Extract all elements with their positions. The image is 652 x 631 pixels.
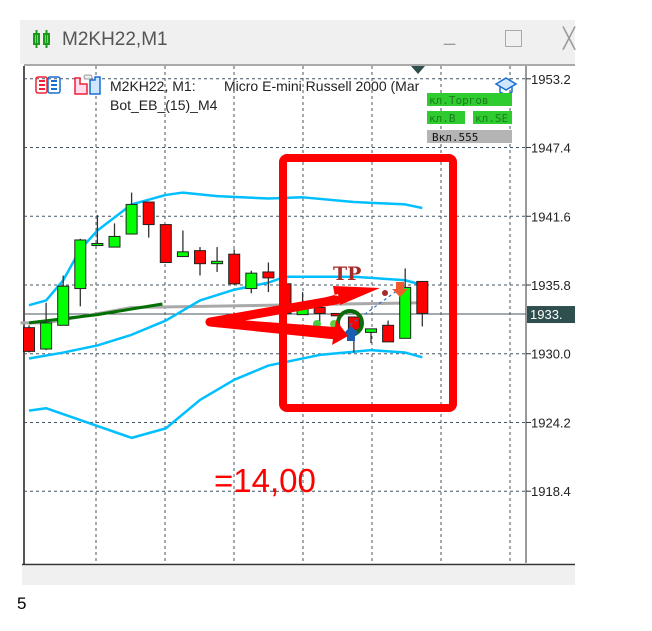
y-tick-label: 1941.6 <box>531 209 571 224</box>
current-price-label: 1933. <box>530 307 563 322</box>
trade-connector-line <box>349 289 399 326</box>
ea-button-sell[interactable]: кл.SE <box>473 111 512 125</box>
result-label: =14,00 <box>214 462 316 499</box>
y-tick-label: 1947.4 <box>531 141 571 156</box>
window-title: M2KH22,M1 <box>62 29 168 50</box>
candle-body <box>228 253 241 285</box>
close-button[interactable]: ╳ <box>563 28 576 50</box>
candle-bearish <box>159 224 172 263</box>
candle-bullish <box>108 223 121 248</box>
candle-bullish <box>176 230 189 258</box>
price-axis: 1953.2 1947.4 1941.6 1935.8 1930.0 1924.2 1918… <box>526 72 571 499</box>
candle-body <box>262 271 275 279</box>
candle-bullish <box>399 268 412 339</box>
candlestick-chart-icon <box>33 30 50 48</box>
y-tick-label: 1930.0 <box>531 347 571 362</box>
candle-bearish <box>23 325 35 353</box>
bollinger-lower-band <box>28 348 423 440</box>
object-list-icon[interactable] <box>35 76 61 94</box>
candle-body <box>74 239 87 290</box>
chart-scrollbar[interactable] <box>22 566 575 585</box>
candle-body <box>159 224 172 263</box>
templates-icon[interactable] <box>74 74 101 95</box>
y-tick-label: 1918.4 <box>531 484 571 499</box>
legend-bot-name: Bot_EB_(15)_M4 <box>110 97 218 113</box>
tp-dot-marker <box>382 290 388 296</box>
candle-body <box>91 243 104 247</box>
candle-body <box>23 327 35 352</box>
candle-body <box>399 286 412 339</box>
candle-bullish <box>40 302 53 351</box>
candle-bullish <box>125 192 138 235</box>
window-titlebar: M2KH22,M1 _ ╳ <box>20 20 575 64</box>
candle-body <box>365 328 377 333</box>
legend-description: Micro E-mini Russell 2000 (Mar <box>224 78 420 94</box>
candle-body <box>313 307 326 314</box>
ea-button-buy[interactable]: кл.B <box>427 111 465 125</box>
annotation-arrow-shafts <box>205 295 341 340</box>
candle-bearish <box>194 247 206 276</box>
legend-symbol: M2KH22, M1: <box>110 78 196 94</box>
candle-bearish <box>313 307 326 323</box>
candle-bearish <box>142 201 155 238</box>
y-tick-label: 1953.2 <box>531 72 571 87</box>
candle-body <box>40 322 53 350</box>
candle-body <box>245 272 258 290</box>
candle-body <box>142 201 155 226</box>
buy-arrow-icon <box>343 326 359 341</box>
candle-body <box>194 250 206 265</box>
candle-body <box>57 285 70 326</box>
ma-line-green <box>28 302 163 325</box>
maximize-button[interactable] <box>505 30 522 47</box>
chart-shift-marker[interactable] <box>411 66 425 74</box>
minimize-button[interactable]: _ <box>444 24 456 46</box>
candle-bullish <box>91 215 104 247</box>
candle-body <box>108 235 121 248</box>
candle-body <box>416 280 429 314</box>
candle-bullish <box>245 270 258 294</box>
annotation-rectangle <box>279 154 457 412</box>
svg-text:кл.Торгов: кл.Торгов <box>429 94 489 107</box>
y-tick-label: 1924.2 <box>531 415 571 430</box>
candles <box>23 192 429 353</box>
candle-bearish <box>382 320 395 343</box>
y-tick-label: 1935.8 <box>531 278 571 293</box>
candle-bullish <box>365 328 377 344</box>
candle-bearish <box>262 262 275 293</box>
ea-button-enable[interactable]: Вкл.555 <box>427 130 512 144</box>
current-price-badge <box>527 306 575 324</box>
candle-bullish <box>57 275 70 326</box>
candle-bearish <box>228 249 241 285</box>
svg-text:кл.B: кл.B <box>429 112 456 125</box>
footer-text: 5 <box>17 594 27 613</box>
svg-text:кл.SE: кл.SE <box>475 112 508 125</box>
ea-button-trade[interactable]: кл.Торгов <box>427 93 512 107</box>
candle-body <box>176 251 189 258</box>
candle-body <box>211 260 224 265</box>
svg-text:Вкл.555: Вкл.555 <box>432 131 478 144</box>
bollinger-upper-band <box>28 191 423 307</box>
candle-bullish <box>74 238 87 307</box>
candle-bullish <box>211 247 224 272</box>
sell-arrow-icon <box>392 282 408 297</box>
candle-body <box>125 203 138 235</box>
current-price-label-group: 1933. <box>527 306 575 324</box>
tp-label: TP <box>333 263 361 285</box>
candle-body <box>382 324 395 343</box>
candle-bearish <box>416 280 429 327</box>
graduation-cap-icon[interactable] <box>494 77 518 95</box>
indicator-lines <box>20 191 423 440</box>
bollinger-middle-band <box>28 275 423 360</box>
